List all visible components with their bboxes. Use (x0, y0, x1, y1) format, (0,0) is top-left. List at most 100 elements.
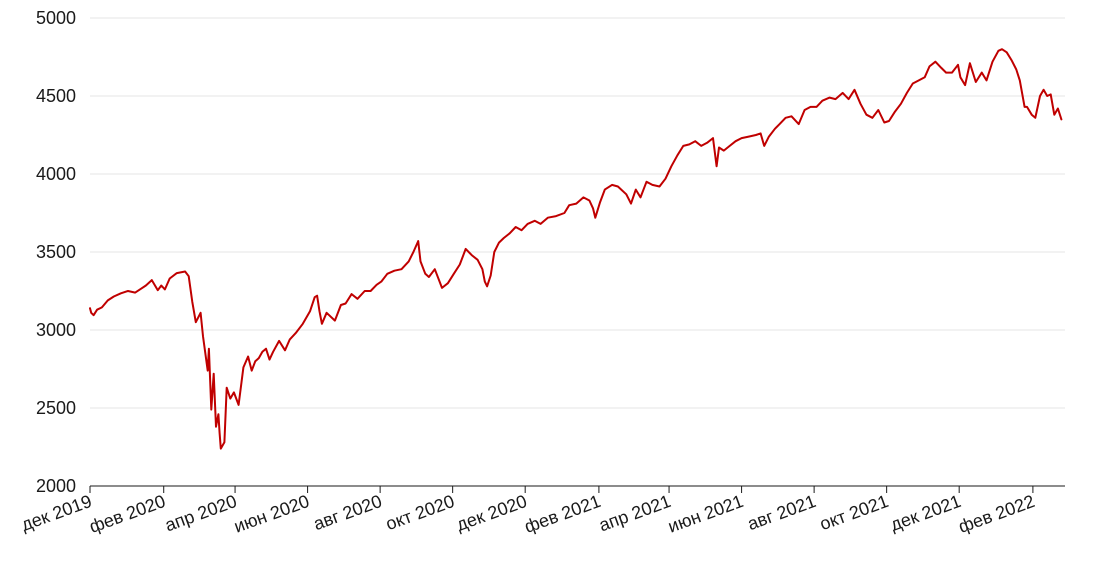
data-point-4 (100, 306, 103, 309)
data-point-109 (625, 193, 628, 196)
data-point-179 (1015, 68, 1018, 71)
data-point-35 (232, 391, 235, 394)
data-point-25 (207, 347, 210, 350)
data-point-149 (853, 88, 856, 91)
data-point-54 (318, 310, 321, 313)
data-point-132 (754, 134, 757, 137)
x-tick-label-8: апр 2021 (596, 491, 673, 535)
data-point-18 (184, 270, 187, 273)
x-tick-label-13: фев 2022 (956, 491, 1037, 537)
data-point-91 (514, 226, 517, 229)
data-point-56 (325, 311, 328, 314)
data-point-143 (815, 105, 818, 108)
data-point-7 (119, 292, 122, 295)
data-point-23 (202, 335, 205, 338)
x-tick-label-7: фев 2021 (522, 491, 603, 537)
data-point-83 (481, 268, 484, 271)
data-point-105 (599, 201, 602, 204)
data-point-130 (740, 137, 743, 140)
data-point-126 (718, 146, 721, 149)
y-tick-label-4500: 4500 (36, 86, 76, 106)
data-point-146 (834, 98, 837, 101)
data-point-77 (446, 282, 449, 285)
data-point-49 (294, 332, 297, 335)
data-point-172 (980, 71, 983, 74)
data-point-169 (964, 84, 967, 87)
data-point-33 (225, 386, 228, 389)
data-point-115 (658, 185, 661, 188)
data-point-99 (568, 204, 571, 207)
data-point-114 (651, 183, 654, 186)
data-point-170 (968, 62, 971, 65)
data-point-185 (1039, 95, 1042, 98)
data-point-53 (316, 294, 319, 297)
data-point-100 (575, 202, 578, 205)
data-point-17 (175, 272, 178, 275)
data-point-64 (375, 283, 378, 286)
data-point-107 (611, 183, 614, 186)
data-point-42 (261, 350, 264, 353)
data-point-68 (400, 268, 403, 271)
x-tick-label-11: окт 2021 (817, 491, 891, 534)
data-point-142 (809, 105, 812, 108)
data-point-76 (441, 286, 444, 289)
y-axis: 2000 2500 3000 3500 4000 4500 5000 (36, 8, 76, 496)
data-point-28 (215, 425, 218, 428)
data-point-61 (356, 297, 359, 300)
data-point-156 (894, 110, 897, 113)
data-point-191 (1060, 118, 1063, 121)
data-point-153 (877, 109, 880, 112)
data-point-82 (476, 258, 479, 261)
data-point-182 (1026, 105, 1029, 108)
data-point-60 (350, 293, 353, 296)
x-tick-label-4: авг 2020 (311, 491, 385, 534)
data-point-155 (888, 120, 891, 123)
data-point-36 (237, 403, 240, 406)
data-point-125 (715, 165, 718, 168)
data-point-108 (616, 185, 619, 188)
x-tick-label-6: дек 2020 (454, 491, 530, 535)
data-point-80 (464, 247, 467, 250)
data-point-173 (985, 79, 988, 82)
data-point-9 (134, 291, 137, 294)
data-point-183 (1030, 113, 1033, 116)
data-point-113 (645, 180, 648, 183)
data-point-87 (493, 251, 496, 254)
data-point-163 (934, 60, 937, 63)
data-point-93 (526, 222, 529, 225)
data-point-140 (797, 123, 800, 126)
data-point-86 (489, 274, 492, 277)
data-point-97 (555, 215, 558, 218)
y-tick-label-5000: 5000 (36, 8, 76, 28)
data-point-41 (257, 357, 260, 360)
data-point-160 (917, 79, 920, 82)
x-tick-label-2: апр 2020 (162, 491, 239, 535)
y-tick-label-4000: 4000 (36, 164, 76, 184)
data-point-158 (905, 91, 908, 94)
data-point-74 (427, 276, 430, 279)
data-point-147 (841, 91, 844, 94)
data-point-65 (380, 280, 383, 283)
data-point-43 (265, 347, 268, 350)
data-point-50 (301, 322, 304, 325)
data-point-166 (951, 71, 954, 74)
data-point-20 (191, 300, 194, 303)
data-point-11 (144, 284, 147, 287)
data-point-63 (369, 290, 372, 293)
data-point-59 (344, 302, 347, 305)
data-point-134 (763, 144, 766, 147)
data-point-154 (883, 121, 886, 124)
data-point-178 (1010, 59, 1013, 62)
data-point-171 (974, 81, 977, 84)
data-point-26 (210, 408, 213, 411)
data-point-103 (592, 207, 595, 210)
data-point-85 (486, 285, 489, 288)
data-point-32 (223, 441, 226, 444)
data-point-48 (288, 338, 291, 341)
data-point-51 (309, 310, 312, 313)
data-point-139 (790, 115, 793, 118)
data-point-95 (539, 222, 542, 225)
data-point-58 (339, 304, 342, 307)
